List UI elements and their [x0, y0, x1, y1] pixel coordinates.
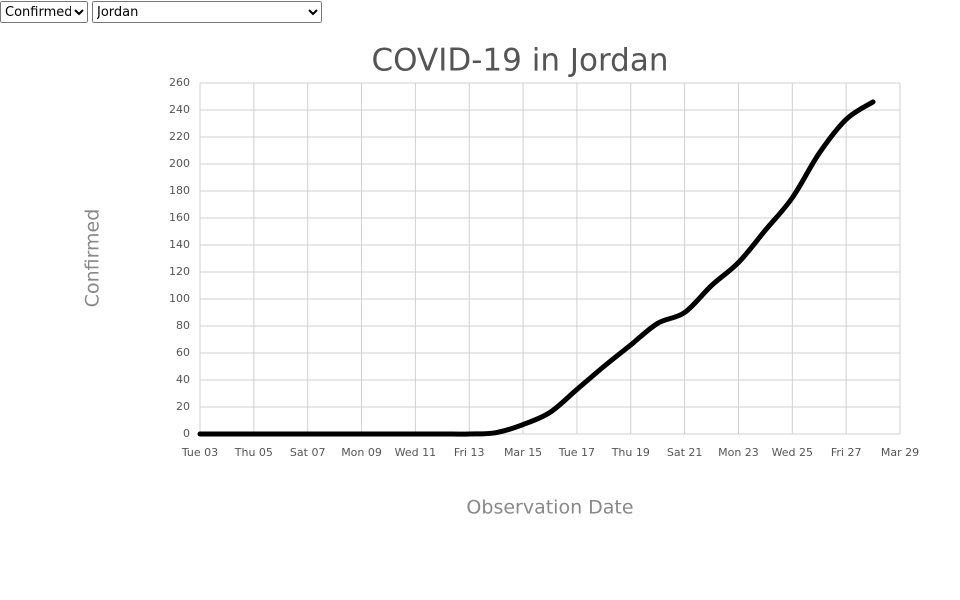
- x-tick-label: Sat 07: [290, 446, 326, 459]
- y-tick-label: 60: [176, 346, 190, 359]
- y-tick-label: 180: [169, 184, 190, 197]
- y-axis-label: Confirmed: [82, 209, 104, 308]
- y-tick-label: 260: [169, 76, 190, 89]
- y-tick-label: 100: [169, 292, 190, 305]
- y-tick-label: 80: [176, 319, 190, 332]
- x-tick-label: Mar 15: [504, 446, 542, 459]
- y-tick-label: 140: [169, 238, 190, 251]
- x-tick-label: Mon 23: [718, 446, 759, 459]
- y-tick-label: 20: [176, 400, 190, 413]
- x-tick-label: Wed 25: [772, 446, 813, 459]
- y-tick-label: 240: [169, 103, 190, 116]
- chart-title: COVID-19 in Jordan: [372, 43, 669, 79]
- x-tick-label: Mar 29: [881, 446, 919, 459]
- y-tick-label: 220: [169, 130, 190, 143]
- y-tick-label: 200: [169, 157, 190, 170]
- y-tick-label: 160: [169, 211, 190, 224]
- metric-select[interactable]: Confirmed: [0, 1, 88, 23]
- x-axis-label: Observation Date: [466, 497, 633, 519]
- x-tick-label: Tue 17: [558, 446, 595, 459]
- y-tick-label: 40: [176, 373, 190, 386]
- x-tick-label: Sat 21: [667, 446, 703, 459]
- x-tick-label: Fri 13: [454, 446, 485, 459]
- x-tick-label: Tue 03: [181, 446, 218, 459]
- y-tick-label: 0: [183, 427, 190, 440]
- data-line: [197, 99, 876, 437]
- x-tick-label: Thu 19: [611, 446, 650, 459]
- x-tick-label: Thu 05: [234, 446, 273, 459]
- x-tick-label: Wed 11: [395, 446, 436, 459]
- x-tick-label: Fri 27: [831, 446, 862, 459]
- y-tick-label: 120: [169, 265, 190, 278]
- x-tick-label: Mon 09: [341, 446, 382, 459]
- country-select[interactable]: Jordan: [92, 1, 322, 23]
